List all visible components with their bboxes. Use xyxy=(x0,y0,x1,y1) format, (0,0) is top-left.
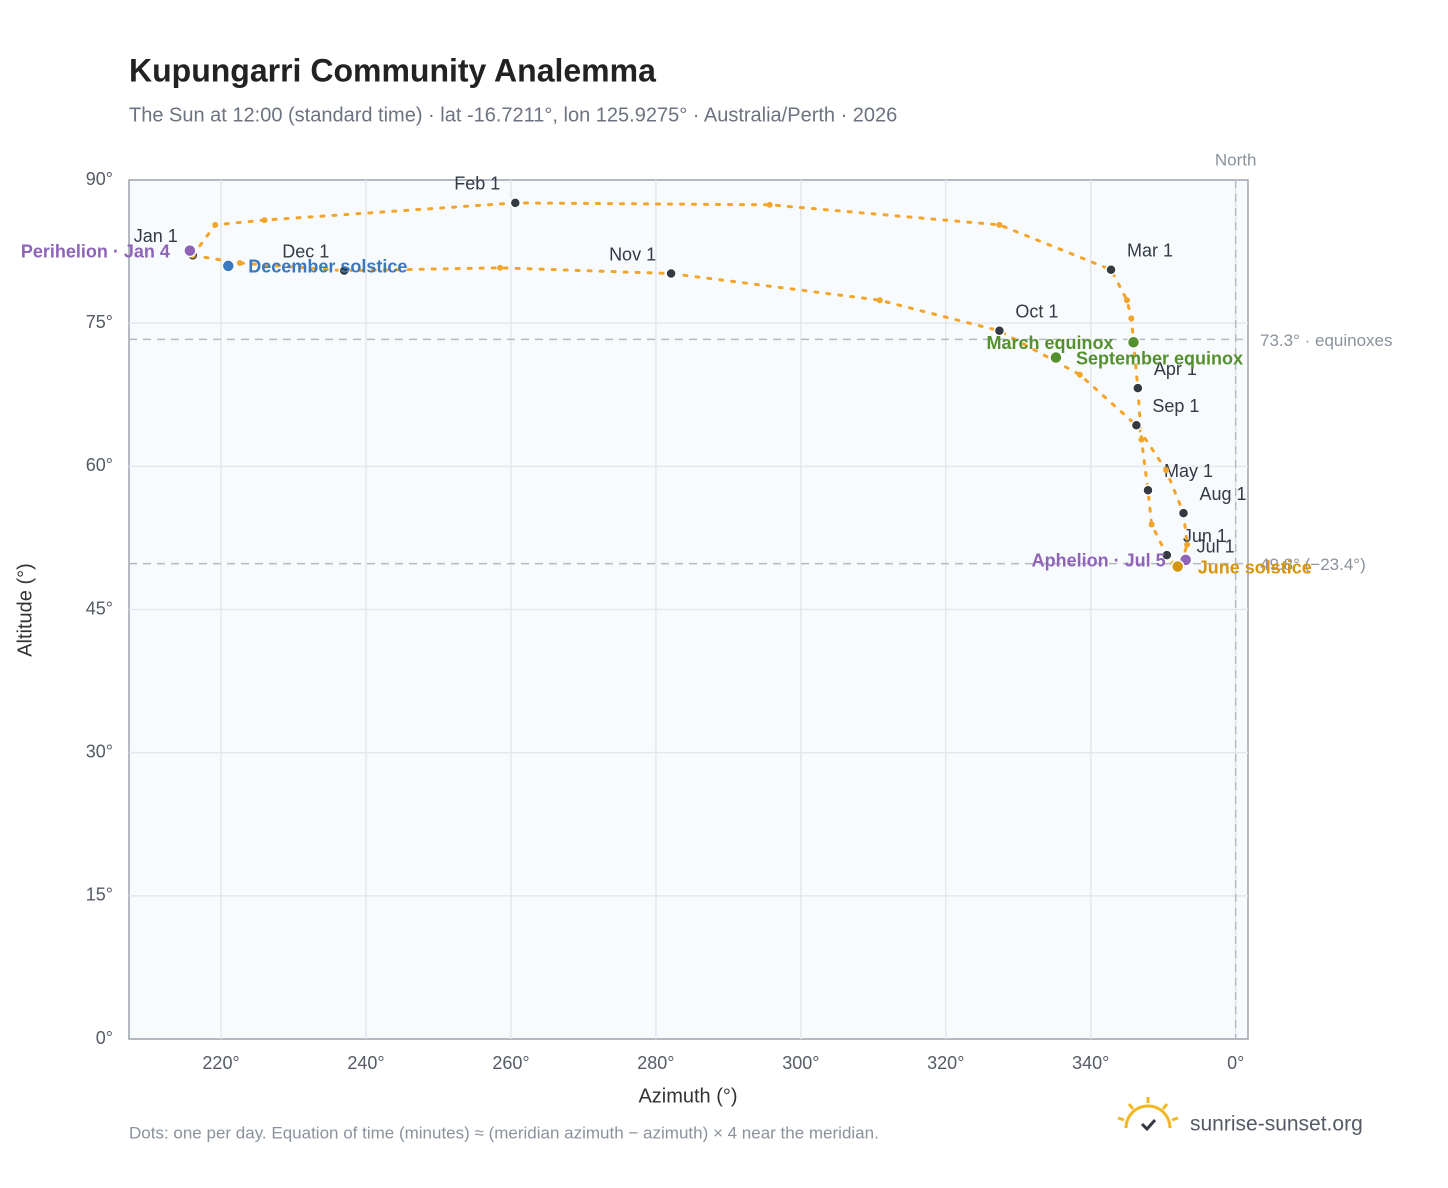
day-dot xyxy=(261,217,268,224)
month-marker xyxy=(993,325,1006,337)
day-dot xyxy=(236,260,243,267)
month-label: Jan 1 xyxy=(134,226,178,246)
month-marker xyxy=(1132,382,1144,394)
day-dot xyxy=(1123,297,1130,304)
x-tick-label: 300° xyxy=(782,1053,819,1073)
month-label: May 1 xyxy=(1164,461,1213,481)
month-marker xyxy=(1177,507,1190,519)
day-dot xyxy=(1076,371,1083,378)
event-label: March equinox xyxy=(986,333,1113,353)
day-dot xyxy=(996,221,1003,228)
month-label: Mar 1 xyxy=(1127,240,1173,260)
day-dot xyxy=(766,201,773,208)
event-marker xyxy=(1126,335,1141,350)
day-dot xyxy=(1184,541,1191,548)
x-tick-label: 240° xyxy=(347,1053,384,1073)
analemma-path xyxy=(191,201,1189,568)
day-dot xyxy=(1128,315,1135,322)
y-tick-label: 75° xyxy=(86,312,113,332)
chart-subtitle: The Sun at 12:00 (standard time) · lat -… xyxy=(129,104,897,126)
event-marker xyxy=(1049,350,1063,365)
chart-title: Kupungarri Community Analemma xyxy=(129,52,656,88)
month-label: Feb 1 xyxy=(454,174,500,194)
month-marker xyxy=(338,264,350,277)
month-label: Nov 1 xyxy=(609,244,656,264)
event-label: Aphelion · Jul 5 xyxy=(1032,551,1166,571)
reference-label: 49.8° (−23.4°) xyxy=(1260,555,1366,574)
month-label: Oct 1 xyxy=(1015,302,1058,322)
month-label: Jun 1 xyxy=(1183,526,1227,546)
event-marker xyxy=(221,259,236,273)
event-label: Perihelion · Jan 4 xyxy=(21,241,170,261)
north-label: North xyxy=(1215,150,1257,169)
month-label: Apr 1 xyxy=(1154,359,1197,379)
x-tick-label: 340° xyxy=(1072,1053,1109,1073)
x-axis-title: Azimuth (°) xyxy=(638,1085,737,1107)
y-tick-label: 0° xyxy=(96,1028,113,1048)
day-dot xyxy=(1163,467,1170,474)
x-tick-label: 320° xyxy=(927,1053,964,1073)
month-label: Dec 1 xyxy=(282,241,329,261)
y-tick-label: 45° xyxy=(86,598,113,618)
event-marker xyxy=(1170,559,1185,574)
y-axis-title: Altitude (°) xyxy=(14,563,36,657)
month-label: Jul 1 xyxy=(1197,536,1235,556)
day-dot xyxy=(1138,436,1145,443)
month-marker xyxy=(509,197,522,209)
y-tick-label: 60° xyxy=(86,455,113,475)
event-label: December solstice xyxy=(248,257,407,277)
x-tick-label: 0° xyxy=(1227,1053,1244,1073)
brand: sunrise-sunset.org xyxy=(1190,1113,1363,1136)
x-tick-label: 260° xyxy=(492,1053,529,1073)
y-tick-label: 90° xyxy=(86,169,113,189)
brand-logo xyxy=(1117,1097,1179,1132)
month-label: Sep 1 xyxy=(1152,396,1199,416)
event-label: September equinox xyxy=(1076,348,1243,368)
month-label: Aug 1 xyxy=(1199,484,1246,504)
month-marker xyxy=(1130,419,1143,432)
y-tick-label: 30° xyxy=(86,741,113,761)
day-dot xyxy=(212,221,219,228)
day-dot xyxy=(497,264,504,271)
day-dot xyxy=(876,297,883,304)
x-tick-label: 220° xyxy=(202,1053,239,1073)
x-tick-label: 280° xyxy=(637,1053,674,1073)
month-marker xyxy=(1161,549,1173,561)
footnote: Dots: one per day. Equation of time (min… xyxy=(129,1123,879,1142)
day-dot xyxy=(1148,521,1155,528)
month-marker xyxy=(665,267,677,280)
y-tick-label: 15° xyxy=(86,885,113,905)
month-marker xyxy=(1142,484,1154,496)
event-marker xyxy=(183,243,197,258)
month-marker xyxy=(1105,263,1117,276)
reference-label: 73.3° · equinoxes xyxy=(1260,331,1393,350)
event-label: June solstice xyxy=(1198,557,1312,577)
